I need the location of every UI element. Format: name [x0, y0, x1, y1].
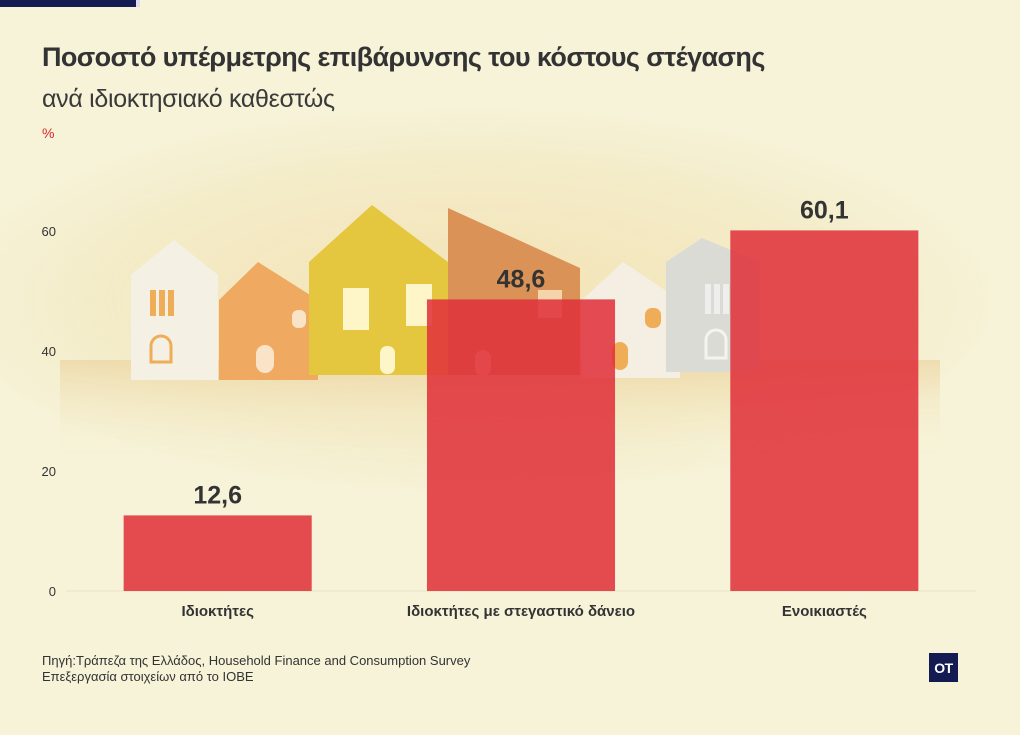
source-note: Πηγή:Τράπεζα της Ελλάδος, Household Fina…: [42, 653, 470, 685]
value-label-3: 60,1: [800, 196, 849, 224]
category-label-2: Ιδιοκτήτες με στεγαστικό δάνειο: [407, 603, 635, 620]
y-axis-unit-label: %: [42, 125, 55, 141]
ot-logo: OT: [929, 653, 958, 682]
top-accent-strip: [0, 0, 140, 7]
y-tick-label-60: 60: [42, 224, 56, 239]
value-label-1: 12,6: [193, 481, 242, 509]
y-tick-label-0: 0: [49, 584, 56, 599]
source-line: Πηγή:Τράπεζα της Ελλάδος, Household Fina…: [42, 653, 471, 668]
y-tick-label-20: 20: [42, 464, 56, 479]
value-label-2: 48,6: [497, 265, 546, 293]
labels-group: 12,6 Ιδιοκτήτες 48,6 Ιδιοκτήτες με στεγαστι…: [181, 196, 867, 620]
processing-line: Επεξεργασία στοιχείων από το ΙΟΒΕ: [42, 669, 254, 684]
chart-subtitle: ανά ιδιοκτησιακό καθεστώς: [42, 85, 335, 113]
bar-3: [730, 230, 919, 591]
y-tick-label-40: 40: [42, 344, 56, 359]
bar-1: [123, 515, 312, 591]
category-label-1: Ιδιοκτήτες: [181, 603, 254, 620]
category-label-3: Ενοικιαστές: [782, 603, 867, 620]
chart-title: Ποσοστό υπέρμετρης επιβάρυνσης του κόστο…: [42, 42, 765, 72]
bars-group: [123, 230, 919, 591]
bar-2: [426, 299, 616, 591]
y-axis: 0 20 40 60: [42, 224, 56, 599]
